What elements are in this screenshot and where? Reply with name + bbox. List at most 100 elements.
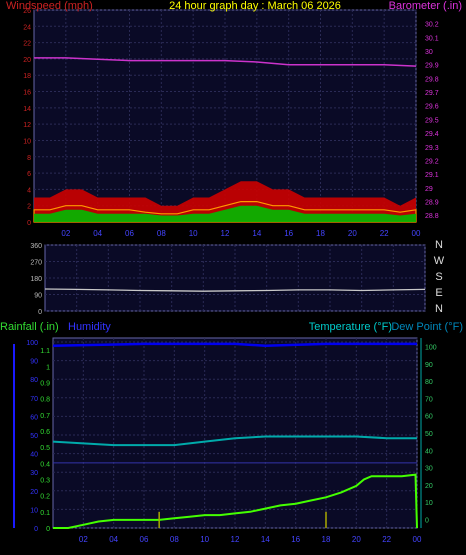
wind-series (33, 57, 417, 223)
rainfall-tick-label: 0.4 (40, 461, 50, 468)
direction-axis: 360 270 180 90 0 (30, 243, 42, 316)
rainfall-tick-label: 0.7 (40, 413, 50, 420)
barometer-tick-label: 29.8 (425, 76, 439, 83)
temperature-tick-label: 20 (425, 483, 433, 490)
windspeed-series-average (33, 201, 417, 223)
wind-direction-line (44, 288, 426, 292)
chart-title: 24 hour graph day : March 06 2026 (169, 0, 341, 12)
windspeed-tick-label: 12 (23, 122, 31, 129)
humidity-tick-label: 0 (34, 526, 38, 533)
barometer-tick-label: 29.2 (425, 158, 439, 165)
rain-humidity-temperature-chart: 010203040506070809010000.10.20.30.40.50.… (0, 321, 463, 544)
rainfall-tick-label: 0.2 (40, 494, 50, 501)
rainfall-tick-label: 0.1 (40, 510, 50, 517)
barometer-axis: 28.8 28.9 29 29.1 29.2 29.3 29.4 29.5 29.6 29.7 29… (425, 22, 439, 220)
barometer-tick-label: 30.2 (425, 22, 439, 29)
humidity-axis-label: Humidity (68, 321, 111, 333)
barometer-tick-label: 29.3 (425, 145, 439, 152)
humidity-tick-label: 90 (30, 359, 38, 366)
rain-time-tick-label: 06 (140, 535, 149, 544)
rainfall-tick-label: 0 (46, 526, 50, 533)
barometer-tick-label: 29.4 (425, 131, 439, 138)
humidity-tick-label: 10 (30, 507, 38, 514)
windspeed-tick-label: 22 (23, 41, 31, 48)
wind-time-tick-label: 08 (157, 229, 166, 238)
windspeed-tick-label: 8 (27, 155, 31, 162)
temperature-tick-label: 10 (425, 500, 433, 507)
compass-label: S (435, 271, 442, 283)
rain-time-tick-label: 04 (109, 535, 118, 544)
barometer-tick-label: 29.6 (425, 104, 439, 111)
temperature-tick-label: 50 (425, 431, 433, 438)
windspeed-tick-label: 2 (27, 204, 31, 211)
humidity-tick-label: 20 (30, 489, 38, 496)
compass-label: W (434, 255, 445, 267)
rainfall-tick-label: 0.6 (40, 429, 50, 436)
wind-time-tick-label: 06 (125, 229, 134, 238)
temperature-axis-label: Temperature (°F) (309, 321, 392, 333)
direction-gridlines (45, 244, 426, 312)
windspeed-series-sustained (34, 205, 416, 222)
series-humidity-line (52, 342, 417, 347)
rain-time-tick-label: 18 (322, 535, 331, 544)
temperature-tick-label: 70 (425, 396, 433, 403)
humidity-tick-label: 40 (30, 452, 38, 459)
humidity-tick-label: 60 (30, 414, 38, 421)
rain-time-tick-label: 10 (200, 535, 209, 544)
compass-label: E (435, 287, 442, 299)
rain-plot-area (52, 337, 418, 529)
windspeed-tick-label: 24 (23, 24, 31, 31)
windspeed-axis-label: Windspeed (mph) (6, 0, 93, 12)
wind-time-tick-label: 10 (189, 229, 198, 238)
wind-time-tick-label: 14 (252, 229, 261, 238)
direction-series (44, 288, 426, 292)
barometer-line (34, 57, 417, 67)
barometer-tick-label: 30 (425, 49, 433, 56)
wind-time-tick-label: 16 (284, 229, 293, 238)
rainfall-tick-label: 1.1 (40, 348, 50, 355)
direction-tick-label: 360 (30, 243, 42, 250)
windspeed-tick-label: 14 (23, 106, 31, 113)
rain-series (52, 342, 418, 529)
temperature-tick-label: 30 (425, 466, 433, 473)
compass-label: N (435, 303, 443, 315)
rain-time-tick-label: 22 (382, 535, 391, 544)
temperature-tick-label: 60 (425, 414, 433, 421)
windspeed-tick-label: 26 (23, 8, 31, 15)
humidity-tick-label: 100 (26, 340, 38, 347)
rainfall-tick-label: 1 (46, 364, 50, 371)
windspeed-tick-label: 16 (23, 90, 31, 97)
temperature-tick-label: 80 (425, 379, 433, 386)
wind-time-tick-label: 02 (61, 229, 70, 238)
rainfall-tick-label: 0.5 (40, 445, 50, 452)
wind-time-tick-label: 12 (221, 229, 230, 238)
direction-tick-label: 180 (30, 276, 42, 283)
windspeed-tick-label: 6 (27, 171, 31, 178)
direction-tick-label: 90 (34, 293, 42, 300)
rain-gridlines (53, 338, 418, 529)
direction-tick-label: 0 (38, 309, 42, 316)
windspeed-series-gust (34, 181, 416, 222)
barometer-tick-label: 29.7 (425, 90, 439, 97)
rain-time-tick-label: 20 (352, 535, 361, 544)
windspeed-tick-label: 10 (23, 138, 31, 145)
rain-axes: 010203040506070809010000.10.20.30.40.50.… (13, 338, 437, 544)
windspeed-tick-label: 18 (23, 73, 31, 80)
humidity-tick-label: 80 (30, 377, 38, 384)
series-rain-line (53, 473, 418, 529)
windspeed-tick-label: 20 (23, 57, 31, 64)
barometer-tick-label: 28.8 (425, 213, 439, 220)
barometer-tick-label: 29.1 (425, 172, 439, 179)
rainfall-axis-label: Rainfall (.in) (0, 321, 59, 333)
rain-time-tick-label: 14 (261, 535, 270, 544)
humidity-tick-label: 50 (30, 433, 38, 440)
temperature-tick-label: 40 (425, 448, 433, 455)
wind-time-axis: 02 04 06 08 10 12 14 16 18 20 22 00 (61, 229, 421, 238)
humidity-tick-label: 30 (30, 470, 38, 477)
rain-time-tick-label: 12 (231, 535, 240, 544)
rain-time-tick-label: 02 (79, 535, 88, 544)
temperature-tick-label: 90 (425, 362, 433, 369)
series-temp-line (52, 435, 417, 447)
